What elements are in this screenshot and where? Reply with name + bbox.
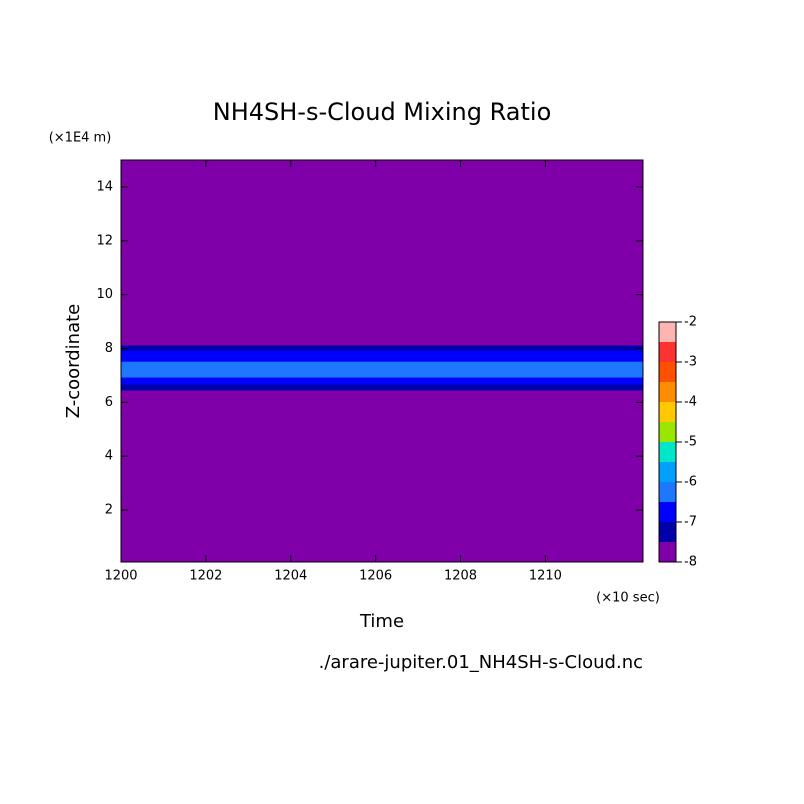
colorbar-tick-label: -5	[684, 435, 697, 450]
colorbar-tick-label: -7	[684, 515, 697, 530]
chart-title: NH4SH-s-Cloud Mixing Ratio	[213, 98, 552, 126]
colorbar-cell	[659, 522, 676, 542]
colorbar-cell	[659, 422, 676, 442]
x-tick-label: 1210	[529, 569, 562, 584]
colorbar-cell	[659, 322, 676, 342]
colorbar-cell	[659, 462, 676, 482]
y-axis-label: Z-coordinate	[63, 304, 84, 419]
y-tick-label: 10	[96, 287, 113, 302]
y-tick-label: 2	[105, 503, 113, 518]
colorbar-cell	[659, 482, 676, 502]
x-tick-label: 1202	[189, 569, 222, 584]
footnote: ./arare-jupiter.01_NH4SH-s-Cloud.nc	[319, 652, 643, 673]
colorbar-cell	[659, 342, 676, 362]
colorbar-tick-label: -4	[684, 395, 697, 410]
colorbar-tick-label: -3	[684, 355, 697, 370]
colorbar-cell	[659, 442, 676, 462]
colorbar-tick-label: -2	[684, 315, 697, 330]
y-tick-label: 8	[105, 341, 113, 356]
x-unit: (×10 sec)	[596, 591, 660, 606]
x-tick-label: 1200	[104, 569, 137, 584]
colorbar-tick-label: -8	[684, 555, 697, 570]
colorbar-tick-label: -6	[684, 475, 697, 490]
x-tick-label: 1206	[359, 569, 392, 584]
contour-band	[121, 361, 643, 378]
y-tick-label: 4	[105, 449, 113, 464]
colorbar-cell	[659, 502, 676, 522]
x-tick-label: 1204	[274, 569, 307, 584]
colorbar-cell	[659, 542, 676, 562]
x-axis-label: Time	[359, 611, 404, 632]
y-tick-label: 12	[96, 233, 113, 248]
y-tick-label: 6	[105, 395, 113, 410]
x-tick-label: 1208	[444, 569, 477, 584]
plot-frame	[120, 159, 644, 563]
colorbar-cell	[659, 362, 676, 382]
colorbar-cell	[659, 382, 676, 402]
y-tick-label: 14	[96, 179, 113, 194]
colorbar-cell	[659, 402, 676, 422]
y-unit: (×1E4 m)	[49, 131, 112, 146]
